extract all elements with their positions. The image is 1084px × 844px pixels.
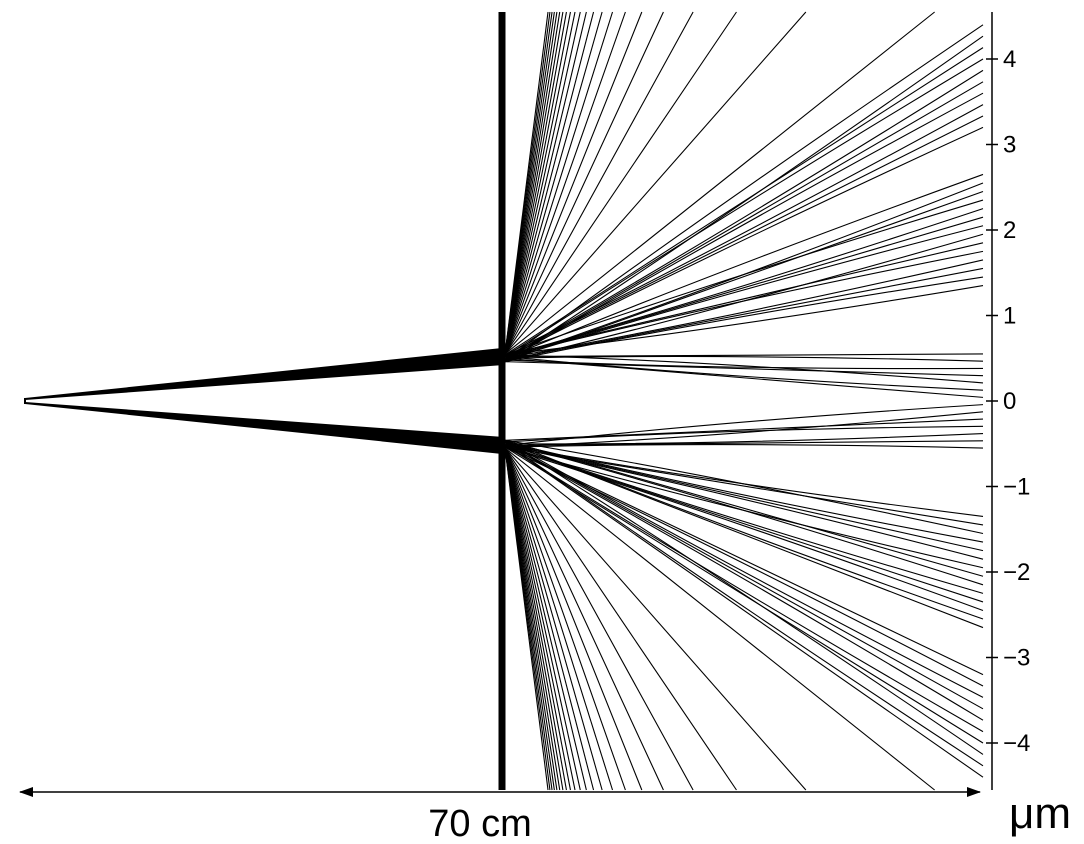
trajectory-line xyxy=(504,182,984,361)
trajectory-line xyxy=(504,11,571,355)
trajectory-line xyxy=(504,444,984,733)
y-tick-label: 2 xyxy=(1003,217,1016,244)
trajectory-line xyxy=(504,11,807,355)
trajectory-line xyxy=(504,447,664,791)
trajectory-line xyxy=(504,443,984,721)
trajectory-line xyxy=(504,447,571,791)
trajectory-line xyxy=(504,447,935,791)
trajectory-line xyxy=(504,11,603,355)
trajectory-line xyxy=(504,267,984,361)
trajectory-line xyxy=(504,439,984,535)
trajectory-fan xyxy=(504,11,984,791)
trajectory-line xyxy=(504,11,581,355)
y-tick-label: −4 xyxy=(1003,730,1030,757)
trajectory-line xyxy=(504,447,549,791)
trajectory-line xyxy=(504,433,984,445)
trajectory-line xyxy=(504,225,984,361)
y-tick-label: −3 xyxy=(1003,645,1030,672)
trajectory-line xyxy=(504,447,603,791)
trajectory-line xyxy=(504,11,614,355)
trajectory-line xyxy=(504,58,984,358)
trajectory-line xyxy=(504,11,694,355)
trajectory-line xyxy=(504,446,984,687)
trajectory-line xyxy=(504,216,984,359)
trajectory-line xyxy=(504,425,984,443)
trajectory-line xyxy=(504,69,984,359)
trajectory-line xyxy=(504,81,984,361)
trajectory-line xyxy=(504,359,984,370)
y-tick-label: 4 xyxy=(1003,46,1016,73)
trajectory-line xyxy=(504,447,643,791)
trajectory-line xyxy=(504,444,984,560)
trajectory-line xyxy=(504,276,984,363)
trajectory-line xyxy=(504,444,984,517)
distance-label: 70 cm xyxy=(428,803,531,844)
trajectory-line xyxy=(504,355,984,362)
y-axis: 4 3 2 1 0 −1 −2 −3 −4 xyxy=(986,12,1030,790)
y-tick-label: −1 xyxy=(1003,474,1030,501)
trajectory-line xyxy=(504,92,984,363)
trajectory-line xyxy=(504,11,643,355)
trajectory-line xyxy=(504,444,984,449)
trajectory-line xyxy=(504,11,587,355)
trajectory-line xyxy=(504,447,737,791)
trajectory-line xyxy=(504,446,984,744)
trajectory-line xyxy=(504,447,581,791)
trajectory-line xyxy=(504,11,935,355)
trajectory-line xyxy=(504,11,626,355)
trajectory-line xyxy=(504,446,984,569)
trajectory-line xyxy=(504,353,984,358)
trajectory-line xyxy=(504,439,984,755)
y-tick-label: 0 xyxy=(1003,388,1016,415)
trajectory-line xyxy=(504,447,595,791)
trajectory-line xyxy=(504,447,626,791)
trajectory-line xyxy=(504,411,984,448)
trajectory-line xyxy=(504,404,984,447)
trajectory-line xyxy=(504,446,984,611)
trajectory-line xyxy=(504,233,984,363)
trajectory-line xyxy=(504,250,984,358)
incoming-beams xyxy=(24,347,502,455)
trajectory-line xyxy=(504,444,984,603)
trajectory-line xyxy=(504,447,694,791)
trajectory-line xyxy=(504,441,984,710)
trajectory-line xyxy=(504,440,984,447)
trajectory-line xyxy=(504,11,549,355)
trajectory-line xyxy=(504,439,984,698)
trajectory-line xyxy=(504,418,984,441)
trajectory-line xyxy=(504,361,984,377)
trajectory-line xyxy=(504,11,664,355)
beam-lower xyxy=(25,402,502,455)
unit-label: μm xyxy=(1009,789,1071,838)
y-tick-label: −2 xyxy=(1003,559,1030,586)
trajectory-line xyxy=(504,35,984,363)
trajectory-line xyxy=(504,47,984,356)
trajectory-line xyxy=(504,126,984,359)
trajectory-line xyxy=(504,11,595,355)
trajectory-line xyxy=(504,443,984,778)
beam-upper xyxy=(25,347,502,400)
trajectory-line xyxy=(504,24,984,361)
trajectory-line xyxy=(504,447,587,791)
y-tick-label: 3 xyxy=(1003,132,1016,159)
y-tick-label: 1 xyxy=(1003,303,1016,330)
trajectory-line xyxy=(504,447,807,791)
trajectory-line xyxy=(504,447,614,791)
trajectory-line xyxy=(504,446,984,526)
trajectory-line xyxy=(504,115,984,358)
trajectory-line xyxy=(504,173,984,359)
trajectory-line xyxy=(504,444,984,676)
trajectory-line xyxy=(504,191,984,363)
trajectory-line xyxy=(504,11,737,355)
